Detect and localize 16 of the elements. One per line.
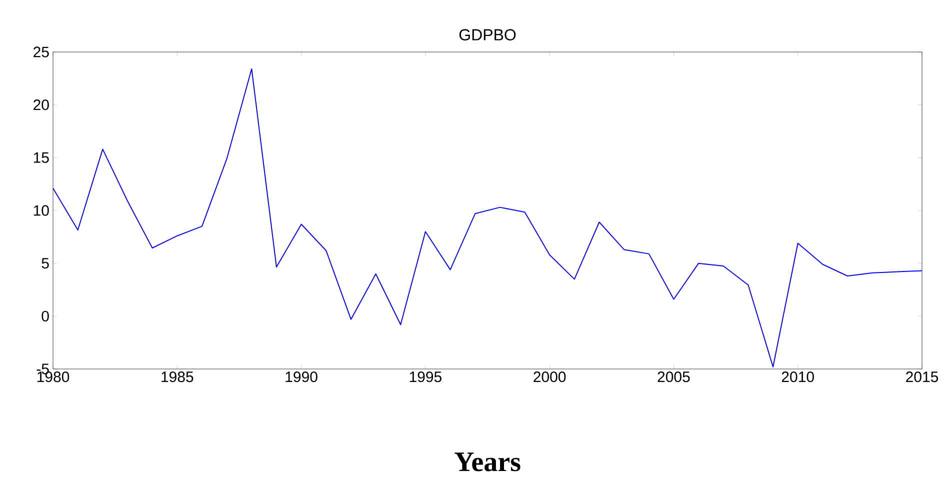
y-tick-label: 5 (42, 258, 49, 269)
x-tick-label: 1995 (410, 372, 442, 382)
y-tick-label: 0 (42, 310, 49, 322)
x-tick-label: 2005 (658, 372, 690, 382)
y-tick-label: 25 (34, 46, 49, 58)
x-tick-label: 2015 (906, 372, 938, 382)
y-tick-label: 15 (34, 152, 49, 163)
x-tick-label: 1985 (162, 372, 194, 382)
x-axis-title: Years (454, 452, 520, 472)
y-tick-label: 10 (34, 205, 49, 216)
x-tick-label: 2010 (782, 372, 814, 382)
chart-title: GDPBO (459, 29, 516, 40)
x-tick-label: 2000 (534, 372, 566, 382)
line-series (52, 68, 922, 368)
y-tick-label: 20 (34, 100, 49, 110)
x-tick-label: 1990 (286, 372, 318, 382)
